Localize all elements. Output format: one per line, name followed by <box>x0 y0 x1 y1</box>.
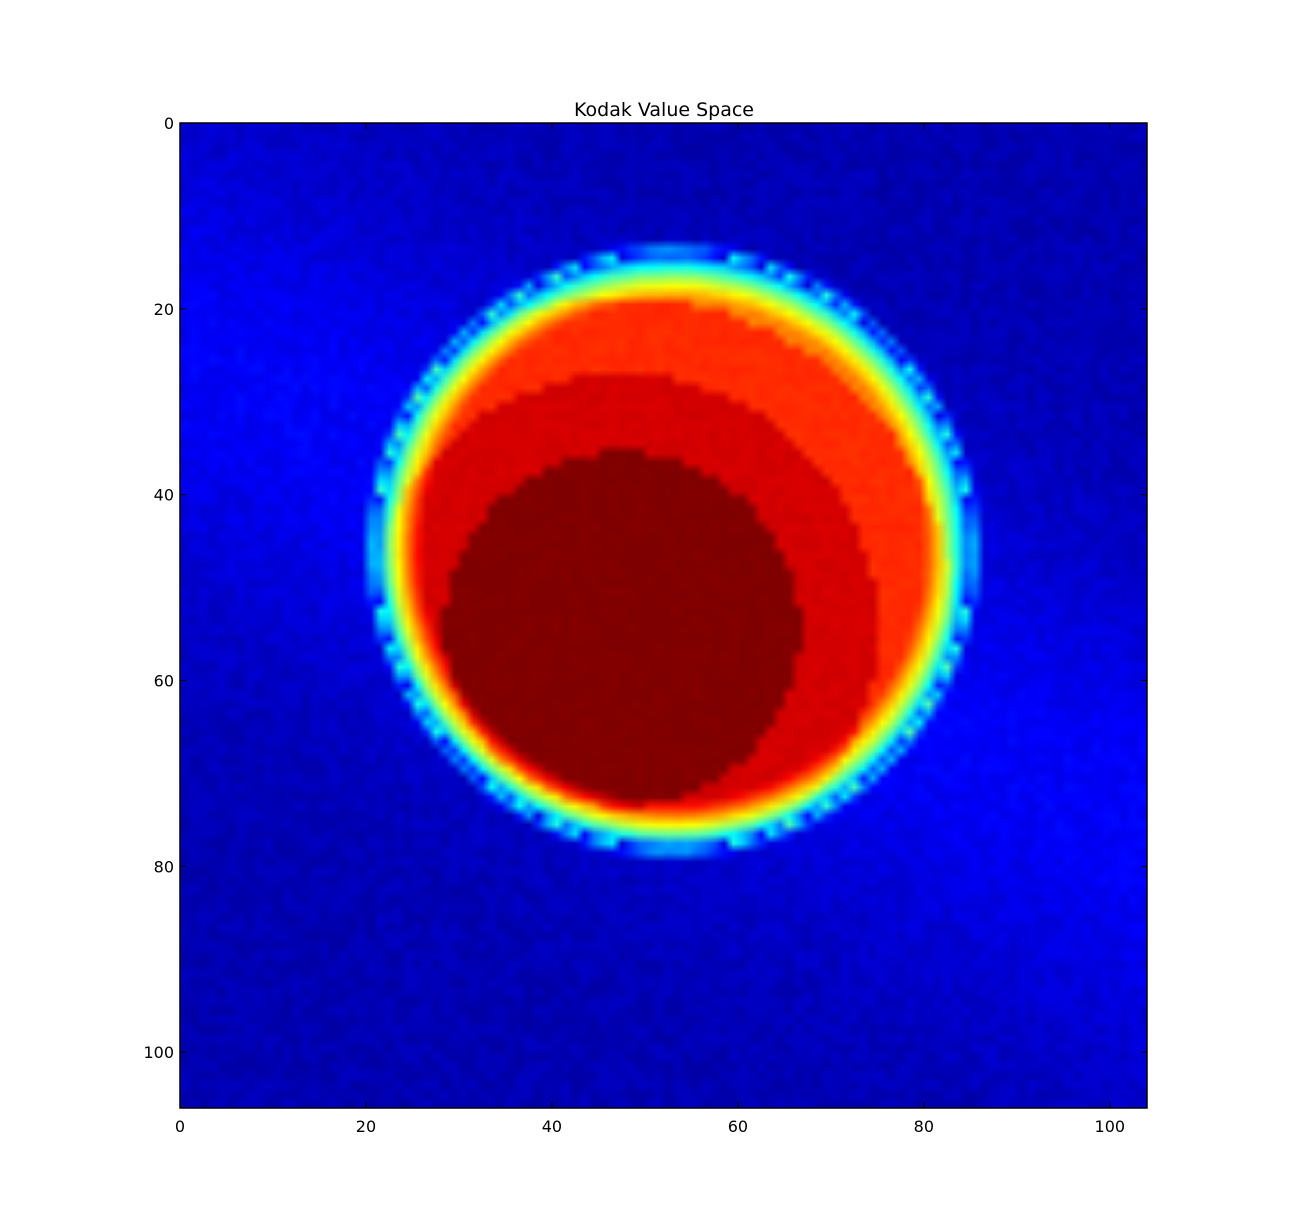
x-tick-label: 60 <box>728 1117 748 1136</box>
y-tick-label: 60 <box>154 672 174 691</box>
x-tick-label: 100 <box>1095 1117 1126 1136</box>
x-tick-label: 40 <box>542 1117 562 1136</box>
plot-area <box>179 122 1148 1109</box>
plot-frame <box>179 122 1148 1109</box>
heatmap-image <box>180 123 1147 1108</box>
y-axis: 0 20 40 60 80 100 <box>143 114 1147 1062</box>
x-tick-label: 0 <box>175 1117 185 1136</box>
x-axis: 0 20 40 60 80 100 <box>175 123 1125 1136</box>
y-tick-label: 40 <box>154 486 174 505</box>
y-tick-label: 0 <box>164 114 174 133</box>
y-tick-label: 20 <box>154 300 174 319</box>
x-tick-label: 20 <box>356 1117 376 1136</box>
y-tick-label: 80 <box>154 857 174 876</box>
chart-title: Kodak Value Space <box>574 99 754 121</box>
y-tick-label: 100 <box>143 1043 174 1062</box>
x-tick-label: 80 <box>914 1117 934 1136</box>
